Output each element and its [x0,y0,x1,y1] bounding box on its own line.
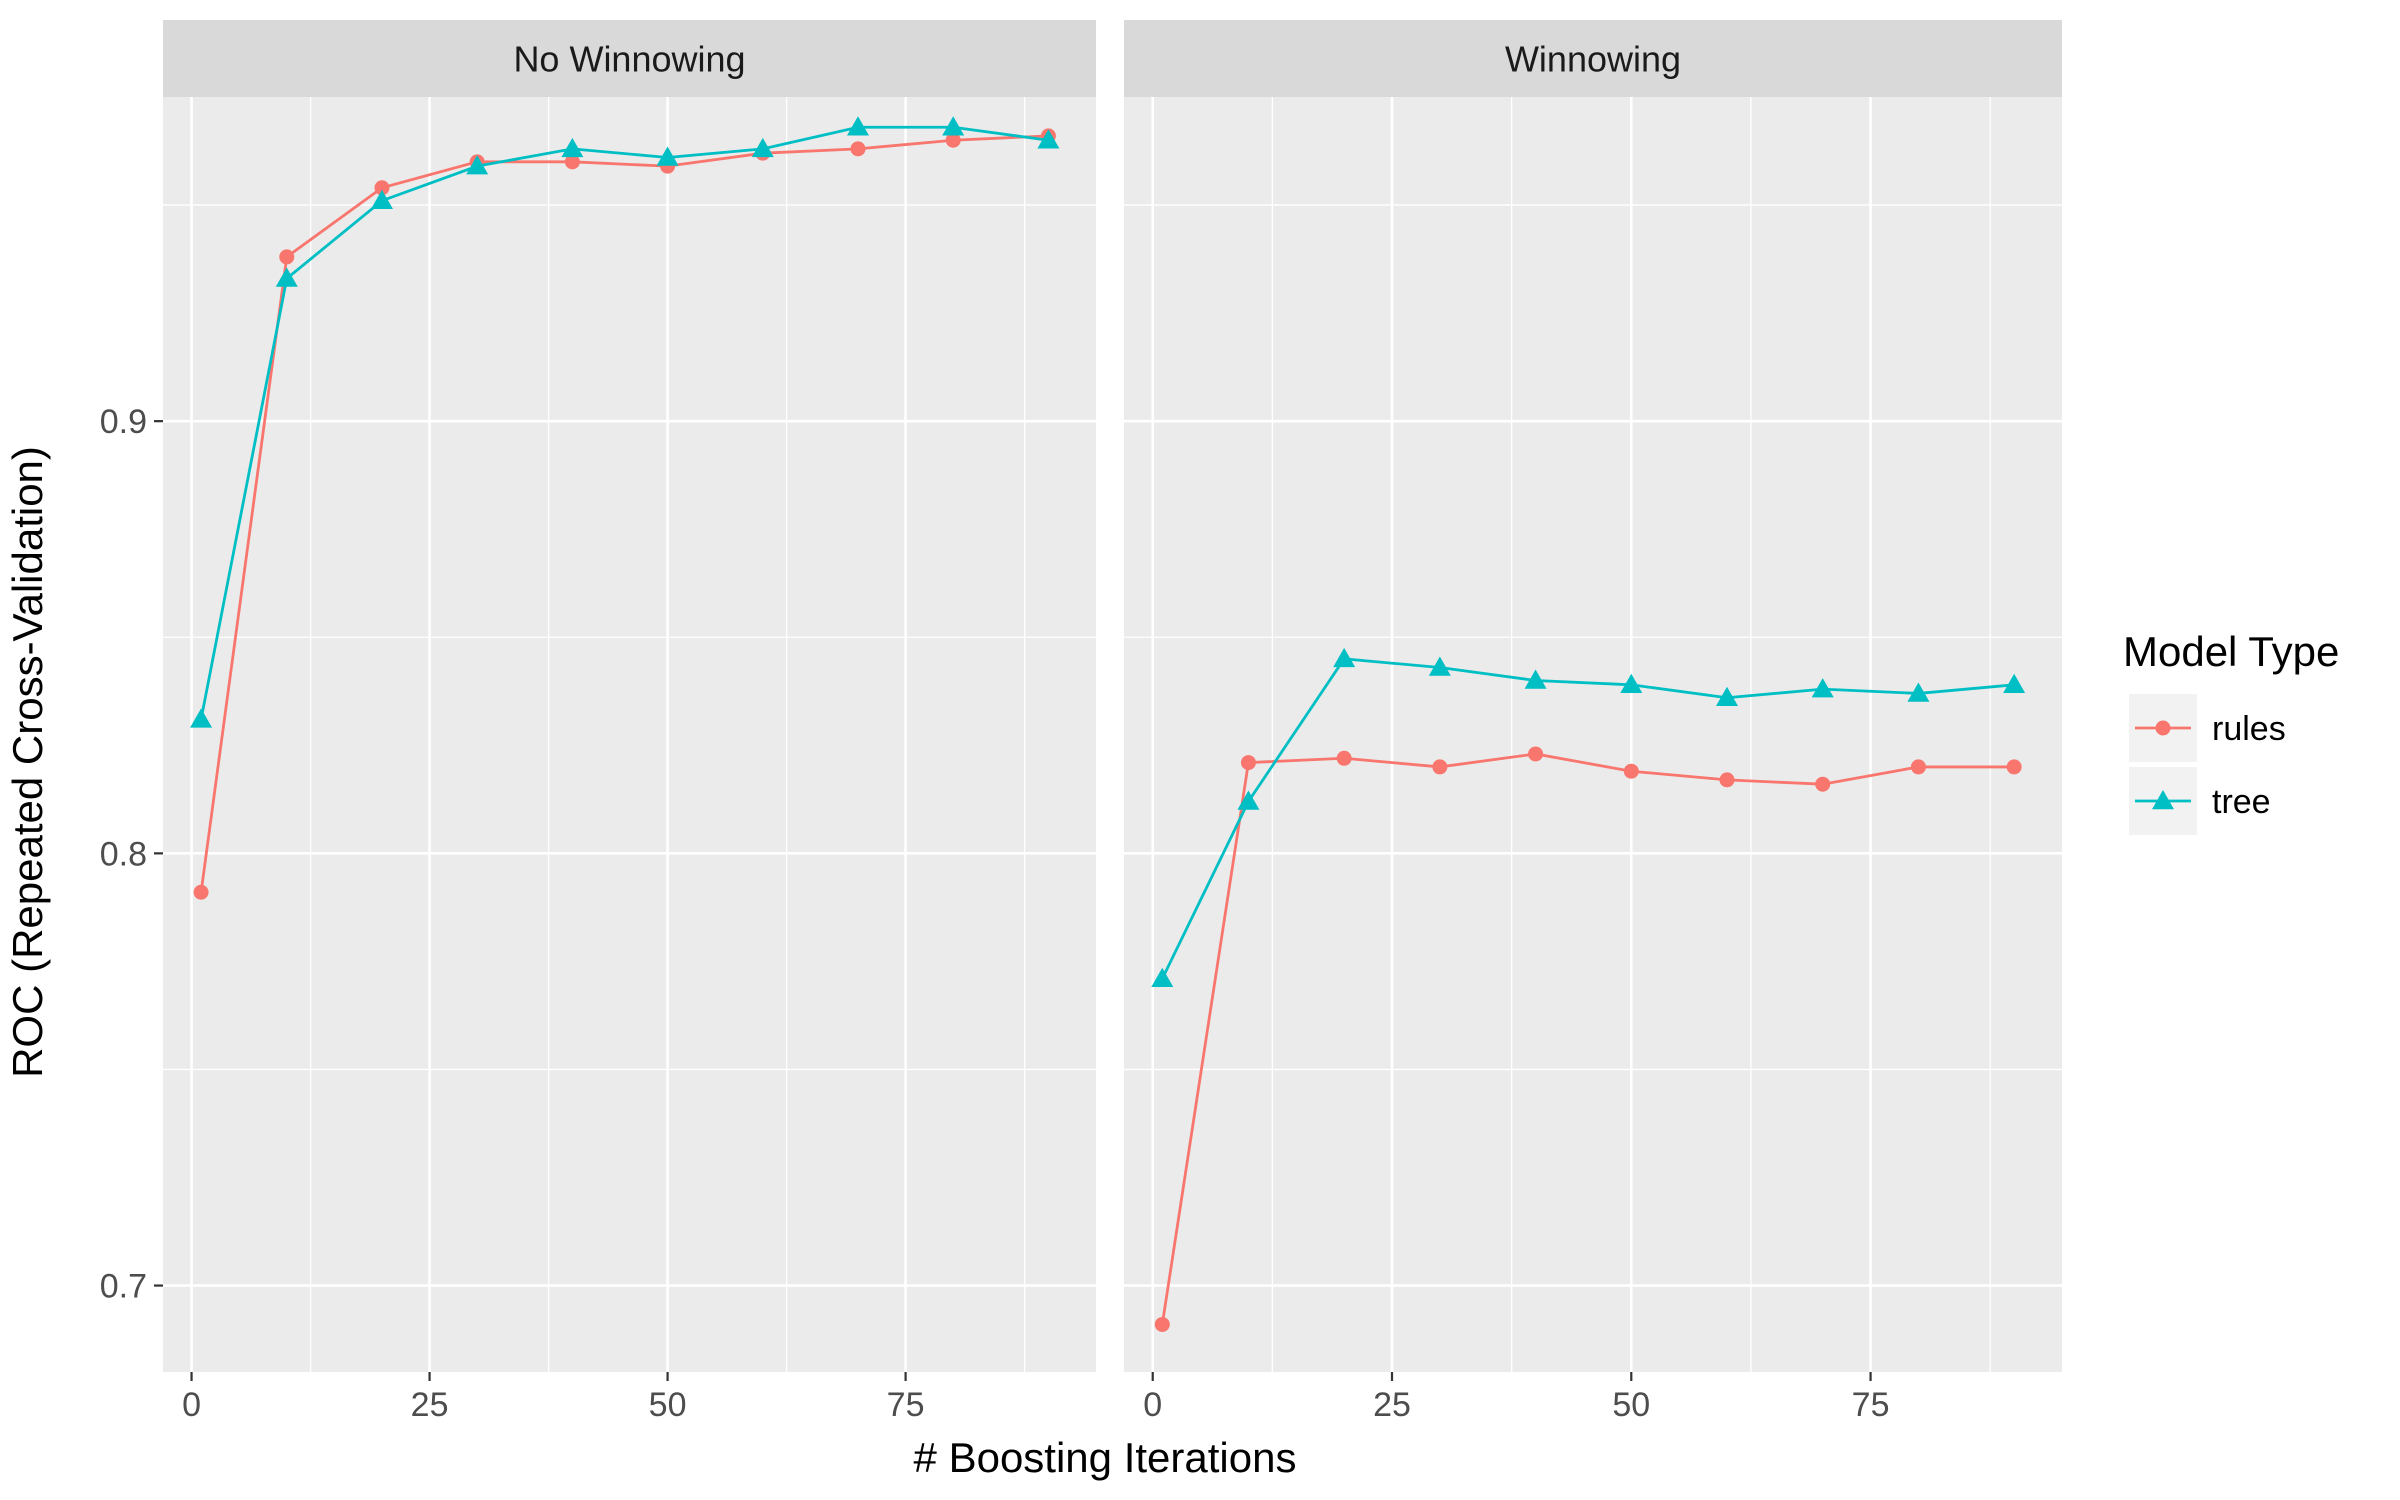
y-tick-label: 0.8 [100,835,147,873]
data-point-tree [656,146,679,166]
x-tick-label: 75 [1852,1386,1890,1424]
data-point-tree [1151,967,1174,987]
data-point-tree [190,708,213,728]
strip-label: No Winnowing [513,39,745,80]
x-tick-label: 0 [182,1386,201,1424]
data-point-rules [1528,746,1544,762]
data-point-tree [1524,669,1547,689]
legend: Model Type rules tree [2123,628,2339,835]
data-point-rules [1154,1316,1170,1332]
panel-background [1124,97,2062,1372]
legend-items: rules tree [2129,694,2286,835]
data-point-tree [466,155,489,175]
data-point-tree [942,116,965,136]
data-point-rules [2006,759,2022,775]
data-point-tree [370,189,393,209]
data-point-tree [1620,673,1643,694]
y-tick-label: 0.7 [100,1268,147,1306]
data-point-rules [945,132,961,148]
data-point-rules [1432,759,1448,775]
panel-winnowing: Winnowing 0 25 50 75 [1124,20,2062,1424]
data-point-tree [1237,790,1260,810]
series-line-rules [199,134,1049,893]
strip-label: Winnowing [1505,39,1681,80]
data-point-tree [1037,129,1060,149]
legend-label: rules [2212,710,2286,748]
panels: No Winnowing 0 25 50 75 0.7 0.8 0.9 Winnowing 0 25… [100,20,2062,1424]
x-tick-label: 50 [649,1386,687,1424]
data-point-rules [1815,776,1831,792]
data-point-rules [1336,750,1352,766]
data-point-tree [275,267,298,287]
x-axis-title: # Boosting Iterations [914,1434,1297,1481]
x-tick-label: 25 [1373,1386,1411,1424]
data-point-tree [1907,682,1930,702]
legend-item-rules: rules [2129,694,2286,762]
legend-label: tree [2212,783,2271,821]
x-tick-label: 25 [411,1386,449,1424]
legend-marker [2152,790,2174,810]
legend-item-tree: tree [2129,767,2271,835]
strip-background [1124,20,2062,97]
data-point-rules [564,154,580,170]
data-point-rules [850,141,866,157]
data-point-tree [751,137,774,158]
data-point-tree [1333,647,1356,668]
y-tick-label: 0.9 [100,403,147,441]
panel-no-winnowing: No Winnowing 0 25 50 75 0.7 0.8 0.9 [100,20,1096,1424]
x-tick-label: 50 [1612,1386,1650,1424]
data-point-tree [846,116,869,136]
data-point-rules [1240,755,1256,771]
data-point-rules [1623,763,1639,779]
x-tick-label: 75 [887,1386,925,1424]
data-point-tree [1716,686,1738,707]
y-axis-title: ROC (Repeated Cross-Validation) [4,446,51,1078]
series-line-tree [1161,657,2015,980]
data-point-rules [1910,759,1926,775]
data-point-tree [2003,673,2026,694]
series-line-rules [1160,752,2015,1325]
data-point-tree [1811,678,1834,698]
data-point-tree [561,137,584,158]
data-point-rules [1719,772,1735,788]
legend-marker [2155,720,2171,736]
data-point-rules [279,249,295,265]
data-point-tree [1428,656,1451,676]
data-point-rules [374,180,390,196]
panel-background [163,97,1096,1372]
data-point-rules [193,884,209,900]
strip-background [163,20,1096,97]
series-line-tree [199,125,1049,720]
legend-title: Model Type [2123,628,2339,675]
x-tick-label: 0 [1143,1386,1162,1424]
